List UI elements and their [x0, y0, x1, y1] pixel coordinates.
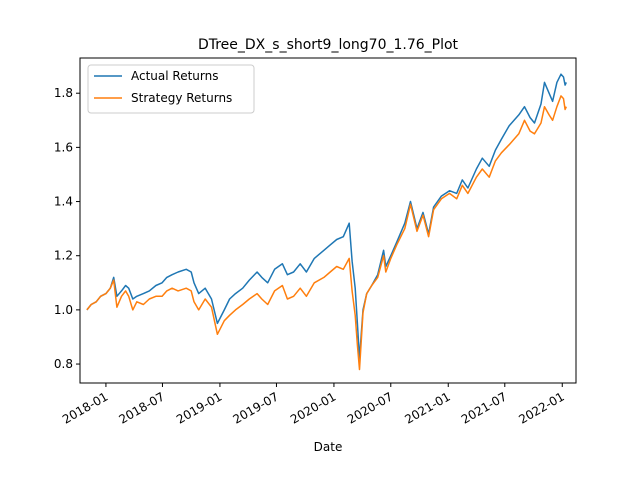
y-tick-label: 0.8 — [54, 357, 73, 371]
series-layer — [86, 73, 567, 371]
y-tick-label: 1.2 — [54, 249, 73, 263]
plot-frame — [79, 57, 577, 384]
y-tick-label: 1.0 — [54, 303, 73, 317]
legend: Actual Returns Strategy Returns — [87, 64, 255, 114]
legend-label: Strategy Returns — [131, 91, 232, 105]
x-axis-label: Date — [314, 440, 343, 454]
y-tick-label: 1.6 — [54, 140, 73, 154]
y-axis: 0.8 1.0 1.2 1.4 1.6 1.8 — [54, 86, 80, 371]
chart-title: DTree_DX_s_short9_long70_1.76_Plot — [198, 37, 459, 53]
legend-box — [87, 64, 255, 114]
series-line-strategy-returns — [86, 95, 567, 371]
series-line-actual-returns — [86, 73, 567, 360]
y-tick-label: 1.4 — [54, 195, 73, 209]
y-tick-label: 1.8 — [54, 86, 73, 100]
legend-label: Actual Returns — [131, 69, 218, 83]
